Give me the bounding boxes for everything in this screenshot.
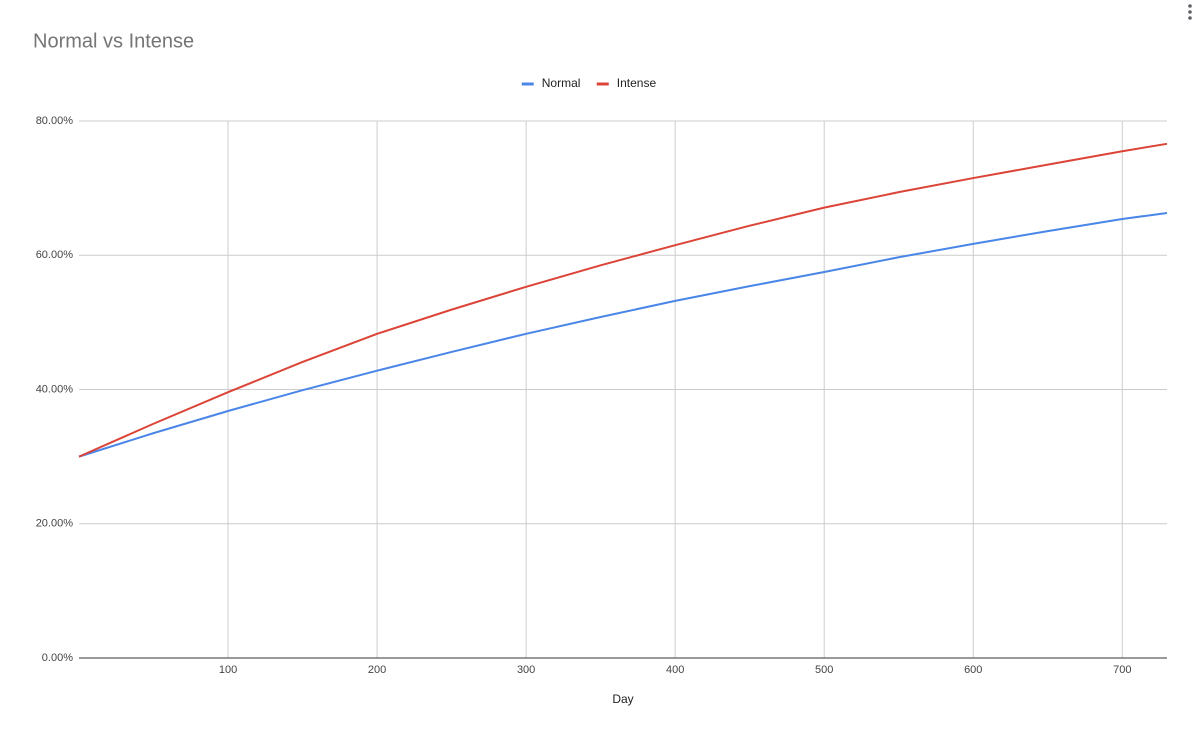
legend-label: Intense xyxy=(617,76,657,90)
x-axis-label: Day xyxy=(612,692,633,706)
y-tick-label: 20.00% xyxy=(36,518,74,530)
series-line xyxy=(78,142,1168,458)
y-tick-label: 0.00% xyxy=(42,652,73,664)
menu-icon[interactable] xyxy=(1188,4,1192,20)
menu-dot xyxy=(1188,16,1192,20)
x-tick-label: 500 xyxy=(815,664,833,676)
menu-dot xyxy=(1188,4,1192,8)
y-tick-label: 60.00% xyxy=(36,249,74,261)
x-tick-label: 100 xyxy=(219,664,237,676)
legend-label: Normal xyxy=(542,76,581,90)
y-tick-label: 40.00% xyxy=(36,383,74,395)
x-tick-label: 700 xyxy=(1113,664,1131,676)
x-tick-label: 200 xyxy=(368,664,386,676)
menu-dot xyxy=(1188,10,1192,14)
x-tick-label: 300 xyxy=(517,664,535,676)
chart-title: Normal vs Intense xyxy=(33,30,194,52)
y-tick-label: 80.00% xyxy=(36,115,74,127)
x-tick-label: 600 xyxy=(964,664,982,676)
x-tick-label: 400 xyxy=(666,664,684,676)
series-line xyxy=(78,211,1168,458)
